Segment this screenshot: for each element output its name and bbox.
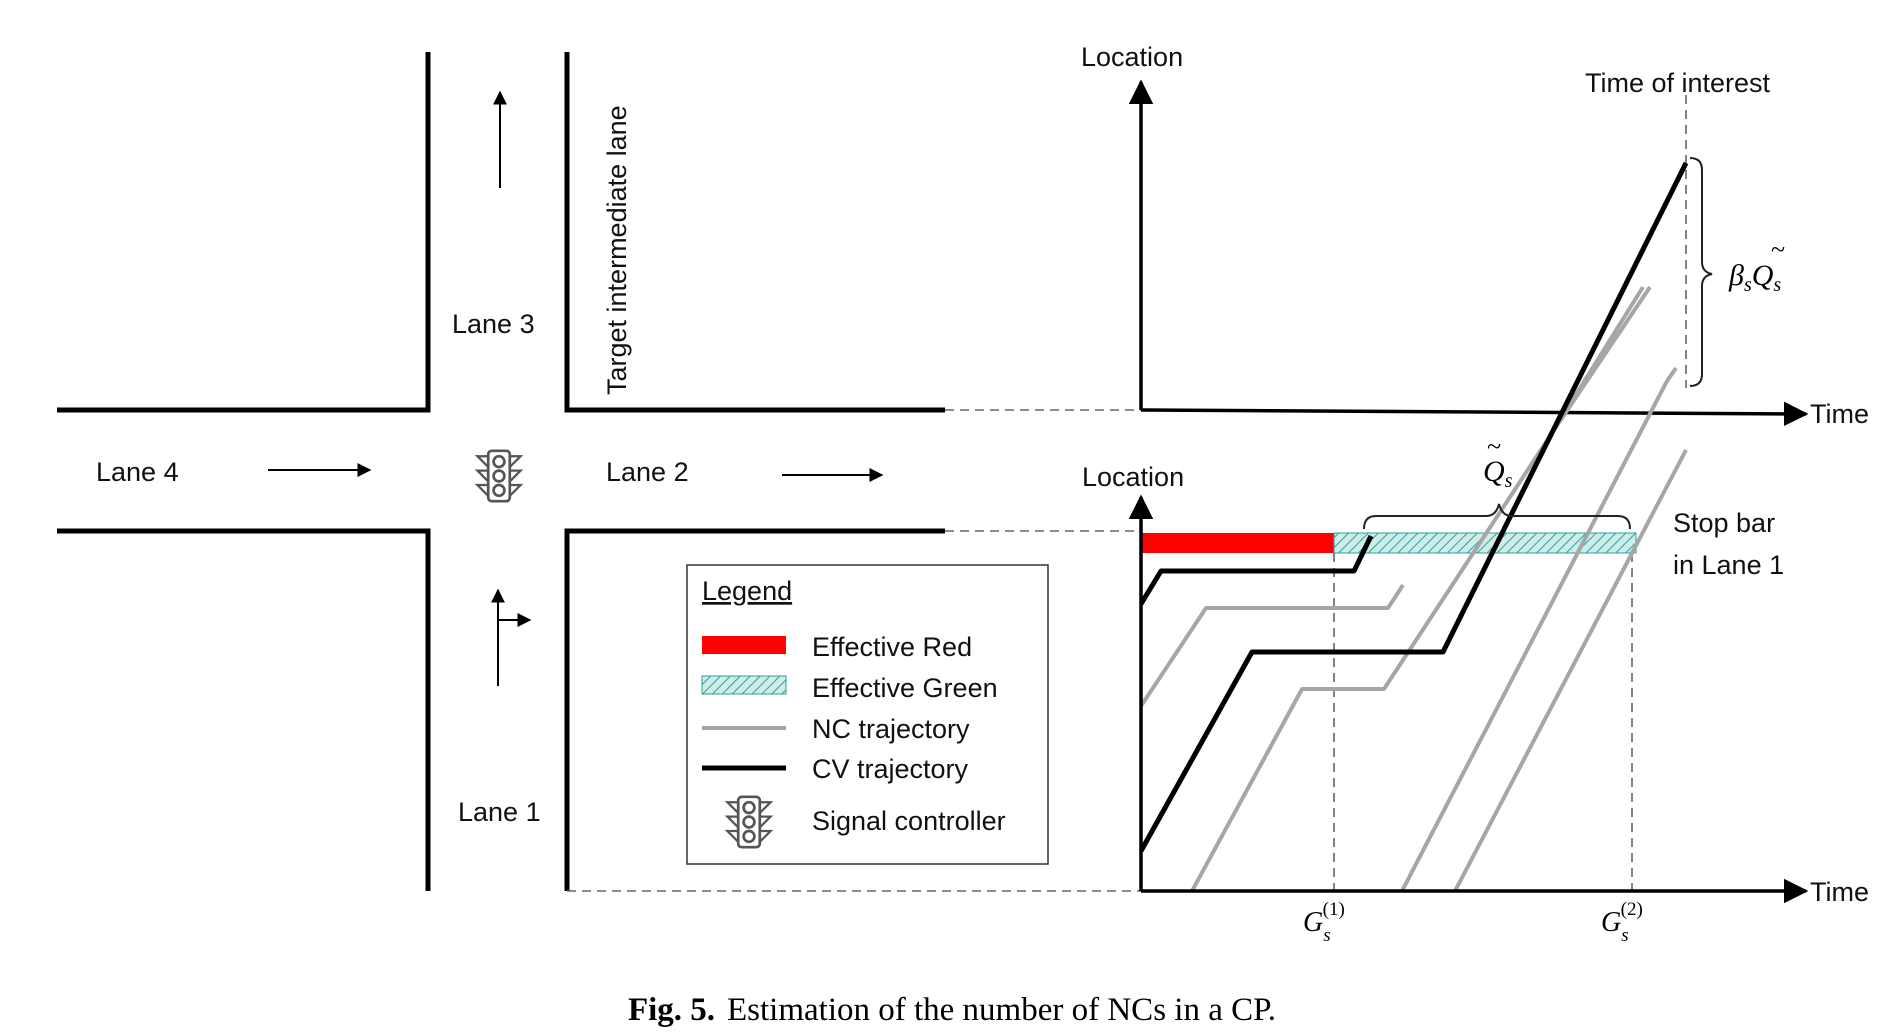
legend-green-swatch: [701, 675, 787, 695]
intersection-roads: [57, 52, 945, 891]
bottom-y-axis-label: Location: [1082, 462, 1184, 492]
figure-caption: Fig. 5. Estimation of the number of NCs i…: [628, 992, 1276, 1028]
stop-bar-label-line1: Stop bar: [1673, 508, 1775, 538]
queue-label: Qs: [1483, 455, 1513, 492]
through-right-arrow-icon: [491, 588, 532, 686]
queue-tilde: ~: [1487, 432, 1501, 461]
lane2-label: Lane 2: [606, 457, 689, 487]
g1-label: Gs(1): [1303, 899, 1345, 946]
nc-trajectory: [1453, 449, 1688, 892]
beta-q-brace: [1689, 157, 1713, 387]
top-x-axis: [1140, 401, 1809, 427]
effective-red-bar: [1141, 533, 1334, 553]
lane3-label: Lane 3: [452, 309, 535, 339]
top-x-axis-label: Time: [1810, 399, 1869, 429]
legend-box: [686, 564, 1049, 865]
lane1-label: Lane 1: [458, 797, 541, 827]
traffic-light-icon: [476, 449, 522, 503]
projection-lines: [567, 409, 1141, 892]
legend-item-label: Effective Green: [812, 673, 998, 703]
cv-trajectory: [1138, 161, 1689, 853]
legend-red-swatch: [702, 636, 786, 654]
bottom-x-axis-label: Time: [1810, 877, 1869, 907]
target-lane-label: Target intermediate lane: [602, 105, 632, 395]
cv-trajectory: [1138, 534, 1374, 606]
top-y-axis-label: Location: [1081, 42, 1183, 72]
queue-brace: [1363, 503, 1631, 530]
nc-trajectory-upper: [1550, 285, 1652, 435]
legend-item-label: CV trajectory: [812, 754, 969, 784]
beta-q-label: βsQs: [1728, 259, 1781, 296]
nc-trajectory: [1190, 285, 1645, 892]
legend-item-label: Effective Red: [812, 632, 972, 662]
right-arrow-icon: [268, 463, 884, 482]
time-of-interest-label: Time of interest: [1585, 68, 1771, 98]
stop-bar-label-line2: in Lane 1: [1673, 550, 1784, 580]
lane4-label: Lane 4: [96, 457, 179, 487]
bottom-plot: Location Time Stop bar in Lane 1 Qs ~ Gs…: [1082, 161, 1869, 946]
legend-item-label: Signal controller: [812, 806, 1006, 836]
legend-title: Legend: [702, 576, 792, 606]
top-plot: Location Time Time of interest βsQs ~: [1081, 42, 1869, 429]
nc-trajectory: [1139, 583, 1405, 708]
g2-label: Gs(2): [1601, 899, 1643, 946]
legend-item-label: NC trajectory: [812, 714, 970, 744]
legend: Legend Effective Red Effective Green NC …: [686, 564, 1049, 865]
nc-trajectory: [1400, 366, 1678, 892]
beta-q-tilde: ~: [1771, 235, 1785, 264]
